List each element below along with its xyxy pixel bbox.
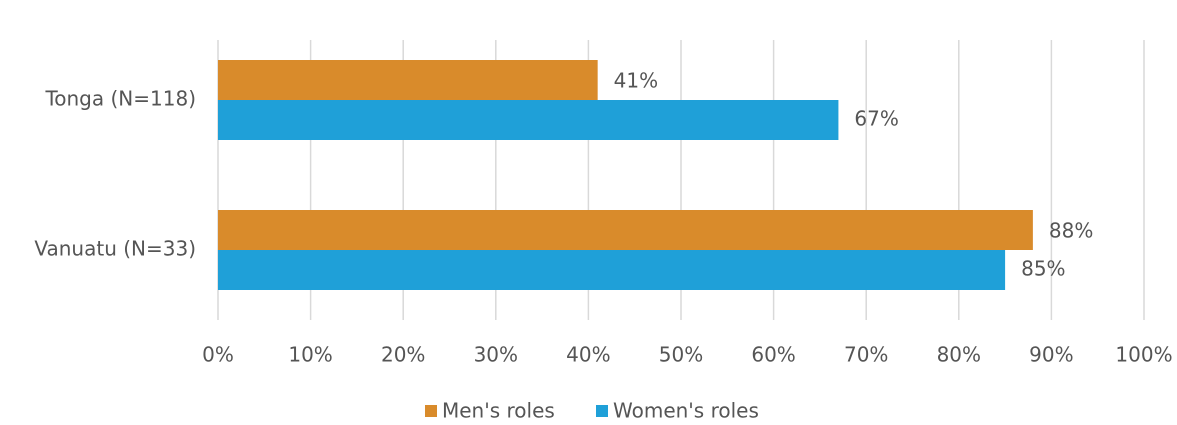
data-label: 41% <box>614 69 658 93</box>
x-tick-label: 10% <box>288 343 332 367</box>
bar <box>218 100 839 140</box>
x-tick-label: 0% <box>202 343 234 367</box>
legend-swatch <box>596 405 608 417</box>
y-tick-label: Vanuatu (N=33) <box>34 237 196 261</box>
x-tick-label: 40% <box>566 343 610 367</box>
x-tick-label: 100% <box>1115 343 1172 367</box>
legend-swatch <box>425 405 437 417</box>
x-tick-label: 90% <box>1029 343 1073 367</box>
x-tick-label: 30% <box>474 343 518 367</box>
bar <box>218 210 1033 250</box>
x-tick-label: 80% <box>937 343 981 367</box>
x-tick-label: 50% <box>659 343 703 367</box>
x-tick-label: 70% <box>844 343 888 367</box>
data-label: 85% <box>1021 257 1065 281</box>
y-tick-label: Tonga (N=118) <box>44 87 196 111</box>
legend-label: Men's roles <box>442 399 555 423</box>
x-tick-label: 60% <box>751 343 795 367</box>
bar <box>218 250 1006 290</box>
x-tick-label: 20% <box>381 343 425 367</box>
data-label: 88% <box>1049 219 1093 243</box>
legend-label: Women's roles <box>613 399 759 423</box>
bar <box>218 60 598 100</box>
data-label: 67% <box>854 107 898 131</box>
